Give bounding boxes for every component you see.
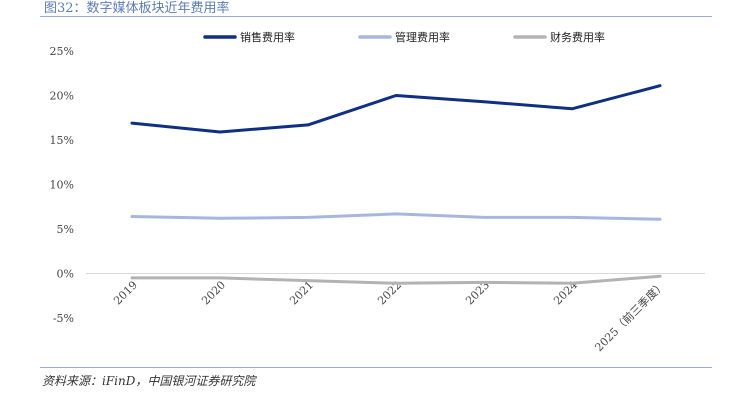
series-line [130,212,662,221]
y-tick-label: 0% [57,268,74,281]
x-tick-label: 2025（前三季度） [592,278,668,354]
figure-title: 图32：数字媒体板块近年费用率 [44,1,230,16]
series-line [130,274,662,285]
y-tick-label: 15% [50,134,74,147]
legend-label: 财务费用率 [550,30,605,44]
x-tick-label: 2020 [199,278,228,307]
y-tick-label: 20% [50,90,74,103]
y-tick-label: 25% [50,45,74,58]
series-line [130,84,662,134]
y-tick-label: -5% [53,312,74,325]
legend-label: 管理费用率 [395,30,450,44]
y-tick-label: 5% [57,223,74,236]
axes: -5%0%5%10%15%20%25%2019 2020 2021 2022 2023 2… [50,45,705,354]
x-tick-label: 2021 [287,278,316,307]
top-divider [40,16,712,17]
legend-label: 销售费用率 [240,30,295,44]
y-tick-label: 10% [50,179,74,192]
series-lines [130,84,662,285]
source-note: 资料来源：iFinD，中国银河证券研究院 [42,374,256,388]
legend: 销售费用率 管理费用率 财务费用率 [203,30,605,44]
bottom-divider [40,367,712,368]
x-tick-label: 2019 [111,278,140,307]
